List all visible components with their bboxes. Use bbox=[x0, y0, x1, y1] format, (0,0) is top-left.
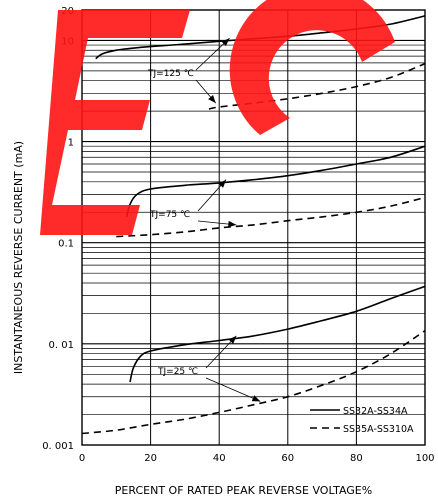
x-tick-label: 80 bbox=[350, 453, 363, 464]
watermark-letter-c bbox=[229, 0, 395, 135]
annotation-label: TJ=25 ℃ bbox=[157, 367, 198, 377]
annotations: TJ=125 ℃ TJ=75 ℃ TJ=25 ℃ bbox=[147, 38, 261, 402]
annotation-arrowhead bbox=[218, 179, 227, 188]
watermark-logo bbox=[40, 0, 395, 235]
series-ss32a-ss34a-tj25 bbox=[129, 285, 426, 383]
annotation-label: TJ=75 ℃ bbox=[149, 210, 190, 220]
x-tick-label: 20 bbox=[144, 453, 157, 464]
series-ss32a-ss34a-tj75 bbox=[125, 145, 426, 218]
x-tick-label: 0 bbox=[79, 453, 85, 464]
annotation-arrowhead bbox=[228, 335, 237, 344]
x-tick-label: 60 bbox=[281, 453, 294, 464]
y-tick-label: 0.1 bbox=[58, 239, 74, 250]
annotation-arrowhead bbox=[208, 94, 216, 104]
annotation-label: TJ=125 ℃ bbox=[147, 69, 194, 79]
legend: SS32A-SS34A SS35A-SS310A bbox=[310, 406, 414, 435]
series-ss35a-ss310a-tj125 bbox=[208, 62, 426, 110]
annotation-leader bbox=[205, 377, 261, 402]
series-ss35a-ss310a-tj75 bbox=[116, 196, 426, 238]
legend-label: SS32A-SS34A bbox=[343, 406, 408, 417]
x-axis-label: PERCENT OF RATED PEAK REVERSE VOLTAGE% bbox=[115, 484, 372, 497]
y-tick-label: 0. 01 bbox=[49, 340, 74, 351]
x-tick-label: 100 bbox=[415, 453, 434, 464]
x-tick-label: 40 bbox=[213, 453, 226, 464]
y-axis-label: INSTANTANEOUS REVERSE CURRENT (mA) bbox=[12, 141, 25, 374]
y-tick-label: 0. 001 bbox=[42, 441, 74, 452]
watermark-letter-e bbox=[40, 10, 190, 235]
annotation-arrowhead bbox=[251, 395, 261, 402]
annotation-arrowhead bbox=[221, 38, 230, 47]
y-tick-label: 1 bbox=[68, 138, 74, 149]
legend-label: SS35A-SS310A bbox=[343, 424, 414, 435]
annotation-arrowhead bbox=[228, 220, 237, 228]
series-ss35a-ss310a-tj25 bbox=[81, 330, 426, 435]
